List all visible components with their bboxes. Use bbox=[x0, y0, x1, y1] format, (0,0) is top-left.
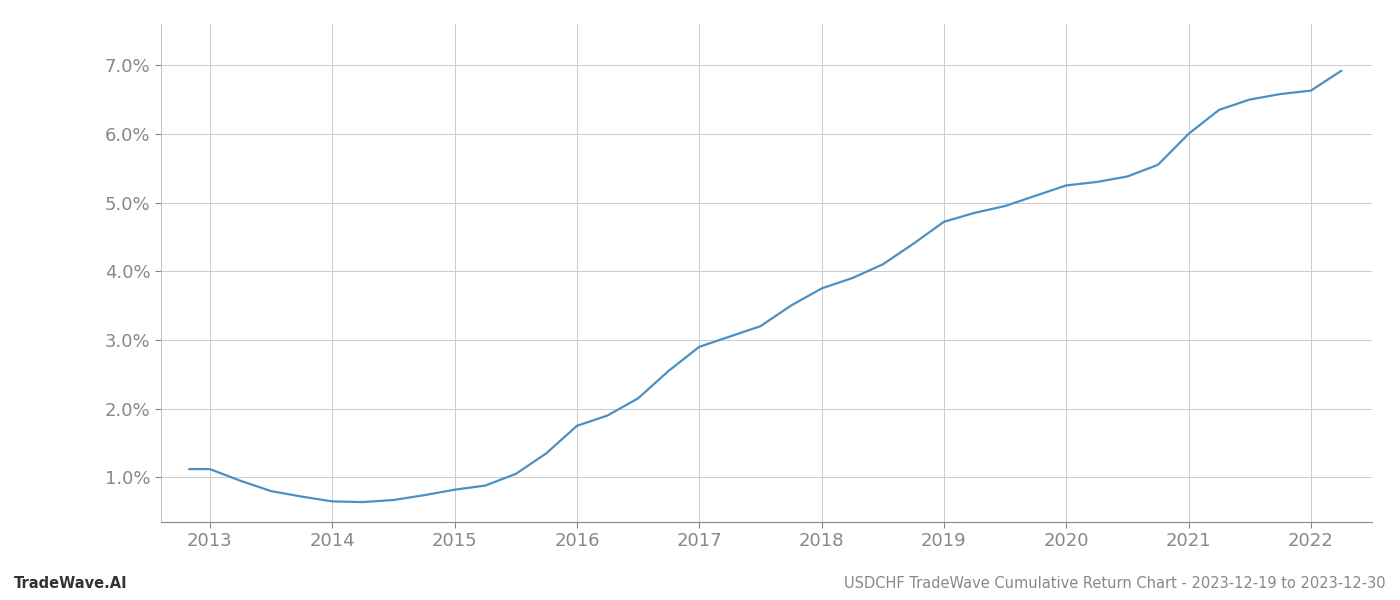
Text: USDCHF TradeWave Cumulative Return Chart - 2023-12-19 to 2023-12-30: USDCHF TradeWave Cumulative Return Chart… bbox=[844, 576, 1386, 591]
Text: TradeWave.AI: TradeWave.AI bbox=[14, 576, 127, 591]
